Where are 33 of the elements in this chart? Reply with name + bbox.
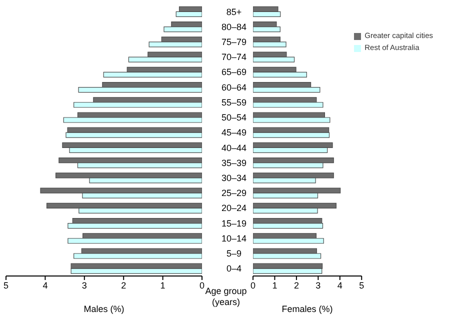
y-tick-label: 15–19 bbox=[221, 218, 247, 228]
x-tick-label: 2 bbox=[294, 280, 299, 290]
x-tick-label: 0 bbox=[199, 280, 205, 290]
y-tick-label: 35–39 bbox=[221, 158, 247, 168]
y-tick-label: 25–29 bbox=[221, 188, 247, 198]
y-tick-label: 0–4 bbox=[226, 264, 242, 274]
y-tick-label: 55–59 bbox=[221, 97, 247, 108]
x-tick-label: 1 bbox=[160, 280, 166, 290]
y-tick-label: 40–44 bbox=[221, 142, 247, 153]
x-axis-title: Males (%) bbox=[84, 304, 124, 314]
y-tick-label: 30–34 bbox=[221, 172, 247, 183]
y-tick-label: 85+ bbox=[226, 6, 242, 17]
x-axis-title: Females (%) bbox=[282, 304, 333, 314]
y-tick-label: 75–79 bbox=[221, 36, 247, 47]
x-tick-label: 4 bbox=[337, 280, 342, 290]
x-tick-label: 3 bbox=[316, 280, 321, 290]
x-tick-label: 2 bbox=[121, 280, 126, 290]
x-tick-label: 1 bbox=[272, 280, 278, 290]
y-tick-label: 10–14 bbox=[221, 233, 247, 244]
x-tick-label: 3 bbox=[82, 280, 87, 290]
y-tick-label: 60–64 bbox=[221, 82, 247, 92]
y-tick-label: 20–24 bbox=[221, 203, 247, 214]
y-tick-label: 45–49 bbox=[221, 128, 247, 138]
y-tick-label: 5–9 bbox=[226, 248, 242, 259]
y-axis-title: Age group (years) bbox=[205, 286, 247, 307]
x-tick-label: 5 bbox=[359, 280, 364, 290]
y-tick-label: 50–54 bbox=[221, 112, 247, 123]
x-tick-label: 5 bbox=[3, 280, 9, 290]
y-tick-label: 70–74 bbox=[221, 52, 247, 62]
y-tick-label: 80–84 bbox=[221, 22, 247, 32]
y-tick-label: 65–69 bbox=[221, 67, 247, 78]
x-tick-label: 4 bbox=[42, 280, 48, 290]
x-tick-label: 0 bbox=[250, 280, 256, 290]
